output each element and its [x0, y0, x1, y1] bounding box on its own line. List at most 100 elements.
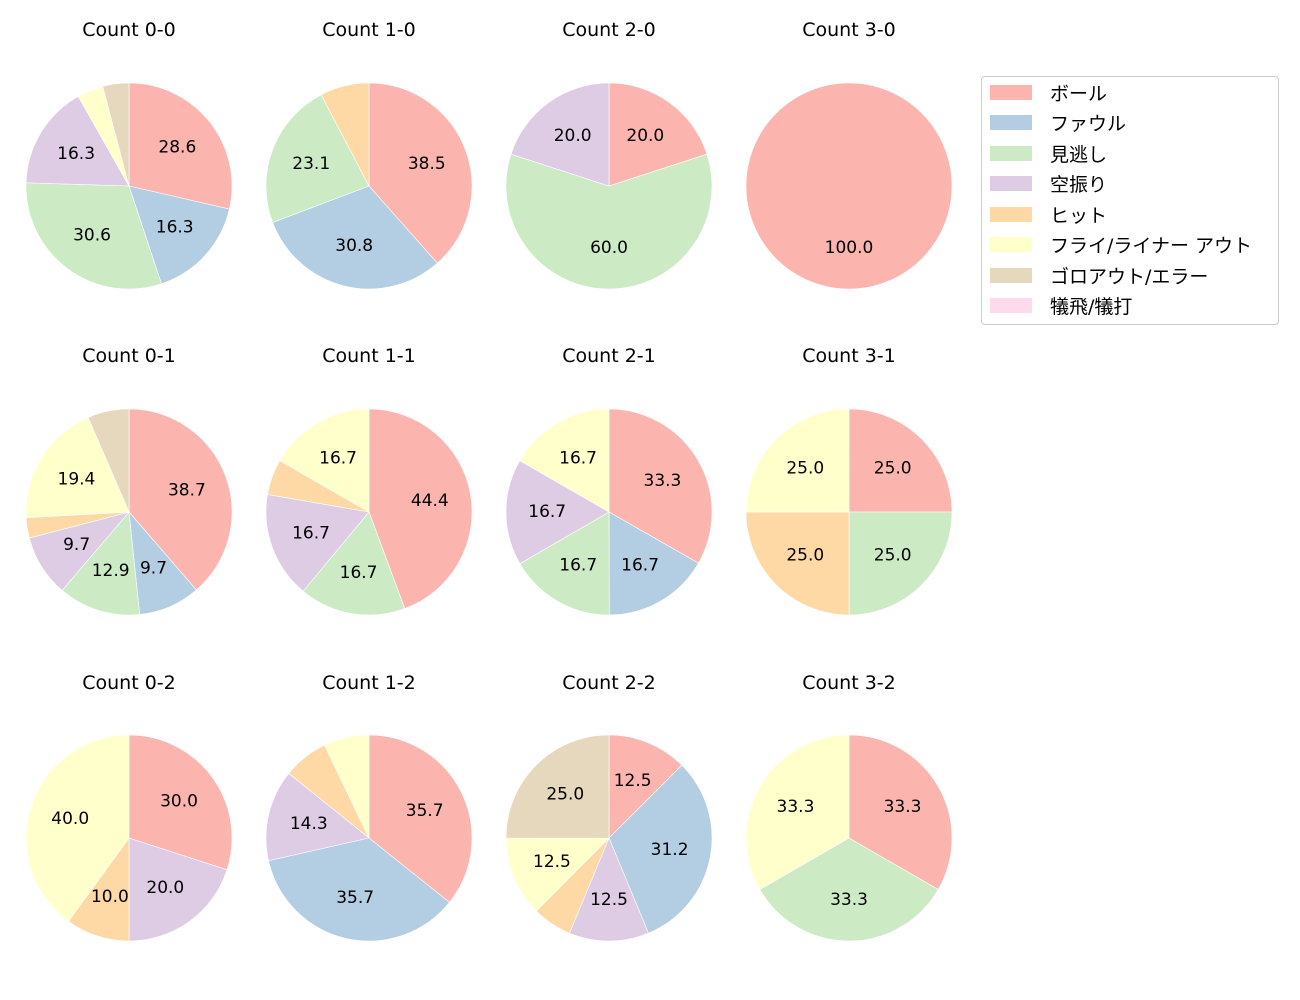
pie-chart-count-1-0: Count 1-0 38.5 30.8 23.1 [265, 19, 473, 290]
pie-slice-label: 33.3 [644, 471, 682, 491]
pie-slice [510, 82, 610, 187]
pie-chart-count-3-1: Count 3-1 25.0 25.0 25.0 25.0 [745, 345, 953, 616]
pie-slice [25, 417, 130, 518]
pie-slice-label: 12.5 [614, 771, 652, 791]
pie-slice-label: 100.0 [825, 238, 874, 258]
pie-slice-label: 10.0 [91, 887, 129, 907]
pie-slice [324, 734, 370, 839]
pie-slice [848, 408, 953, 513]
pie-slice [608, 408, 713, 564]
pie-title: Count 2-1 [562, 345, 656, 367]
pie-slice [608, 734, 683, 839]
pie-slice-label: 28.6 [158, 138, 196, 158]
legend-item-swinging-strike: 空振り [990, 172, 1107, 196]
pie-slice-label: 20.0 [554, 126, 592, 146]
pie-slice-label: 33.3 [777, 797, 815, 817]
pie-slice [368, 734, 473, 903]
legend-item-hit: ヒット [990, 202, 1107, 227]
legend-item-groundout-error: ゴロアウト/エラー [990, 263, 1209, 288]
legend-label: ファウル [1050, 113, 1127, 135]
pie-chart-count-1-1: Count 1-1 44.4 16.7 16.7 16.7 [265, 345, 473, 616]
pie-slice [745, 408, 850, 513]
pie-slice-label: 12.9 [92, 561, 130, 581]
legend-label: フライ/ライナー アウト [1050, 235, 1253, 257]
pie-slice [128, 185, 230, 285]
legend-item-ball: ボール [990, 80, 1107, 105]
pie-slice [519, 511, 610, 616]
legend-swatch [990, 176, 1032, 191]
pie-slice [368, 408, 473, 609]
pie-slice-label: 40.0 [51, 809, 89, 829]
pie-slice [519, 408, 610, 513]
legend-item-foul: ファウル [990, 111, 1126, 135]
pie-slice [505, 837, 610, 912]
legend-item-called-strike: 見逃し [990, 141, 1107, 166]
legend-swatch [990, 237, 1032, 252]
pie-title: Count 3-0 [802, 19, 896, 41]
pie-slice-label: 25.0 [786, 458, 824, 478]
pie-chart-count-1-2: Count 1-2 35.7 35.7 14.3 [265, 672, 473, 942]
pie-slice [745, 511, 850, 616]
pie-slice [745, 82, 953, 290]
pie-slice [608, 82, 708, 187]
pie-slice-label: 23.1 [292, 154, 330, 174]
pie-chart-count-2-2: Count 2-2 12.5 31.2 12.5 12.5 25.0 [505, 672, 713, 942]
legend-swatch [990, 115, 1032, 130]
pie-slice [265, 494, 370, 592]
pie-slice-label: 16.7 [340, 563, 378, 583]
pie-slice [505, 460, 610, 565]
pie-slice-label: 31.2 [651, 840, 689, 860]
pie-chart-count-3-0: Count 3-0 100.0 [745, 19, 953, 290]
legend-label: ゴロアウト/エラー [1050, 265, 1209, 288]
pie-slice [569, 837, 649, 942]
pie-slice-label: 35.7 [336, 888, 374, 908]
legend-swatch [990, 84, 1032, 100]
pie-slice-label: 25.0 [546, 784, 584, 804]
pie-slice [272, 185, 438, 290]
pie-slice [848, 734, 953, 890]
pie-slice [128, 734, 233, 871]
pie-title: Count 0-1 [82, 345, 176, 367]
pie-slice [102, 82, 130, 187]
pie-slice [505, 153, 713, 290]
pie-slice-label: 35.7 [406, 801, 444, 821]
pie-slice-label: 30.8 [335, 236, 373, 256]
pie-slice-label: 16.7 [528, 502, 566, 522]
pie-slice-label: 16.7 [559, 556, 597, 576]
pie-slice-label: 20.0 [146, 878, 184, 898]
legend-item-sacrifice: 犠飛/犠打 [990, 294, 1132, 318]
pie-chart-count-0-2: Count 0-2 30.0 20.0 10.0 40.0 [25, 672, 233, 942]
pie-slice [608, 511, 699, 616]
pie-title: Count 2-2 [562, 672, 656, 694]
pie-slice-label: 16.3 [156, 218, 194, 238]
pie-slice-label: 30.0 [160, 792, 198, 812]
pie-slice [848, 511, 953, 616]
pie-slice-label: 25.0 [786, 546, 824, 566]
legend-swatch [990, 145, 1032, 161]
pie-title: Count 1-2 [322, 672, 416, 694]
pie-slice [608, 764, 713, 934]
pie-slice [128, 408, 233, 591]
pie-slice-label: 19.4 [58, 469, 96, 489]
pie-title: Count 0-2 [82, 672, 176, 694]
pie-slice-label: 9.7 [63, 535, 90, 555]
pie-slice [87, 408, 130, 513]
pie-slice-label: 12.5 [533, 852, 571, 872]
pie-slice-label: 60.0 [590, 238, 628, 258]
pie-slice [128, 82, 233, 210]
pie-slice [368, 82, 473, 264]
pie-slice [302, 511, 406, 616]
pie-slice [265, 94, 370, 223]
pie-slice [25, 182, 162, 290]
pie-slice-label: 16.3 [57, 144, 95, 164]
pie-slice [61, 511, 140, 616]
legend-swatch [990, 206, 1032, 222]
pie-slice [320, 82, 370, 187]
pie-slice-label: 16.7 [292, 523, 330, 543]
pie-title: Count 3-1 [802, 345, 896, 367]
pie-slice-label: 20.0 [626, 126, 664, 146]
pie-chart-count-0-0: Count 0-0 28.6 16.3 30.6 16.3 [25, 19, 233, 290]
legend-swatch [990, 298, 1032, 313]
pie-slice-label: 9.7 [140, 559, 167, 579]
